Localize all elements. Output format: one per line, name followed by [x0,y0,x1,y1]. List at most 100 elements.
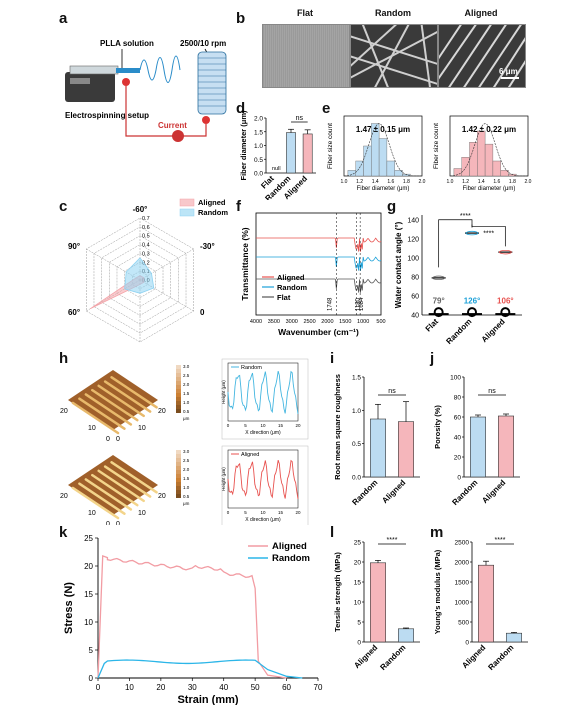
surface-axis-label: 0 [106,436,110,443]
radar-ring [124,261,156,299]
y-axis-label: Fiber size count [327,123,334,169]
sem-title-random: Random [375,8,411,18]
x-tick-label: 40 [219,683,228,692]
radar-chart: 0.00.10.20.30.40.50.60.7-60°-30°030°60°9… [68,198,228,343]
x-tick-label: Aligned [480,478,507,505]
syringe-icon [69,65,119,75]
colorbar-cell [176,397,181,401]
y-tick-label: 1.5 [254,129,263,136]
histogram-bar [355,160,364,177]
colorbar-cell [176,450,181,454]
surface-axis-label: 0 [116,521,120,525]
x-tick-label: 1500 [339,319,351,325]
afm-ridge [110,461,158,494]
y-axis-label: Tensile strength (MPa) [333,552,342,632]
y-tick-label: 0.0 [352,475,361,482]
y-axis-label: Fiber size count [433,123,440,169]
significance-label: **** [460,213,471,220]
colorbar-cell [176,466,181,470]
x-tick-label: 2.0 [525,179,532,185]
afm-ridge [97,469,145,503]
x-tick-label: 20 [295,510,301,515]
peak-label: 1180 [356,297,362,311]
stress-line-aligned [97,555,287,679]
stress-line-random [97,659,303,679]
rpm-label: 2500/10 rpm [180,39,226,48]
x-tick-label: 1.0 [447,179,454,185]
x-tick-label: 15 [278,423,284,428]
y-axis-label: Root mean square roughness [333,374,342,480]
afm-ridge [103,380,152,413]
colorbar-cell [176,409,181,413]
y-tick-label: 0.0 [254,171,263,178]
colorbar-cell [176,490,181,494]
x-tick-label: Flat [424,317,441,334]
histogram-bar [394,170,403,177]
x-tick-label: Random [350,478,379,507]
colorbar-label: 2.5 [183,373,190,378]
colorbar-cell [176,365,181,369]
colorbar-cell [176,486,181,490]
droplet-icon [433,307,444,318]
y-axis-label: Height (μm) [221,467,226,491]
panel-letter-j: j [430,350,435,367]
ftir-line-random [256,256,382,271]
legend-swatch [179,198,195,207]
x-tick-label: 15 [278,510,284,515]
x-tick-label: 1.6 [387,179,394,185]
bar [498,415,515,478]
value-label: 126° [464,297,481,306]
x-axis-label: X direction (μm) [245,430,281,436]
x-tick-label: Random [450,478,479,507]
x-tick-label: 1.2 [356,179,363,185]
colorbar-cell [176,373,181,377]
y-axis-label: Height (μm) [221,380,226,404]
panel-letter-c: c [59,198,68,215]
histogram-bar [477,130,486,177]
angle-label: 0 [200,308,205,317]
x-tick-label: 0 [227,423,230,428]
sem-image-random [350,24,438,88]
x-tick-label: Aligned [352,643,379,670]
profile-frame [221,445,309,525]
y-axis-label: Porosity (%) [433,405,442,449]
panel-letter-e: e [322,100,331,117]
syringe-pump-icon [65,72,115,102]
ring-label: 0.3 [142,251,150,257]
x-tick-label: 50 [251,683,260,692]
x-tick-label: Random [444,317,473,345]
negative-electrode-icon [202,116,210,124]
y-tick-label: 1000 [455,600,470,607]
afm-ridge [110,376,158,409]
x-tick-label: 1000 [357,319,369,325]
y-tick-label: 500 [458,620,469,627]
bar [369,418,386,478]
radar-ring [93,226,187,334]
afm-surface [68,455,158,520]
significance-label: ns [488,388,496,395]
bar [302,133,313,174]
bar [398,628,415,643]
x-tick-label: 3500 [268,319,280,325]
colorbar-cell [176,393,181,397]
x-tick-label: 20 [156,683,165,692]
mean-annotation: 1.42 ± 0.22 μm [462,125,516,134]
y-axis-label: Young's modulus (MPa) [433,549,442,634]
y-tick-label: 0 [457,475,461,482]
colorbar-label: 3.0 [183,449,190,454]
y-tick-label: 20 [454,455,462,462]
box [498,249,512,255]
histogram-bar [469,142,478,177]
x-tick-label: 2500 [303,319,315,325]
panel-letter-b: b [236,10,246,27]
x-tick-label: 5 [244,423,247,428]
electrospinning-diagram: PLLA solution 2500/10 rpm Current Electr… [65,39,227,142]
surface-axis-label: 20 [60,493,68,500]
angle-label: -60° [133,205,148,214]
y-tick-label: 15 [84,590,93,599]
y-tick-label: 100 [450,375,461,382]
sem-title-aligned: Aligned [464,8,498,18]
y-tick-label: 10 [354,600,362,607]
x-tick-label: Aligned [460,643,487,670]
colorbar-cell [176,474,181,478]
